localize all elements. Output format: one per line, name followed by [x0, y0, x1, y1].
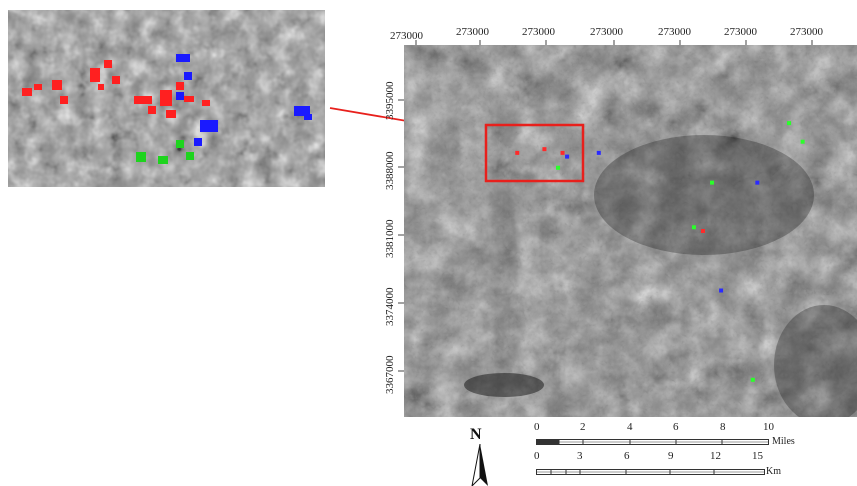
scale-miles-tick: 0	[534, 421, 540, 433]
map-mark	[542, 147, 547, 152]
x-tick-label: 273000	[522, 26, 555, 38]
x-tick-label: 273000	[658, 26, 691, 38]
inset-blue-pixel	[184, 72, 192, 80]
map-mark	[700, 229, 705, 233]
main-map	[404, 45, 857, 417]
inset-green-pixel	[136, 152, 146, 162]
scale-km-tick: 9	[668, 450, 674, 462]
inset-blue-pixel	[176, 54, 190, 62]
map-mark	[556, 165, 561, 170]
scale-miles-tick: 4	[627, 421, 633, 433]
x-tick-label: 273000	[790, 26, 823, 38]
inset-red-pixel	[98, 84, 104, 90]
inset-green-pixel	[176, 140, 184, 148]
dark-terrain	[594, 135, 814, 255]
map-mark	[710, 180, 715, 185]
inset-blue-pixel	[176, 92, 184, 100]
inset-red-pixel	[166, 110, 176, 118]
inset-blue-pixel	[194, 138, 202, 146]
north-label: N	[470, 426, 482, 443]
x-tick-label: 273000	[590, 26, 623, 38]
map-fine-texture	[404, 45, 857, 417]
map-mark	[565, 154, 570, 159]
inset-red-pixel	[60, 96, 68, 104]
zoom-region-box	[484, 123, 585, 183]
scale-km-tick: 15	[752, 450, 763, 462]
inset-red-pixel	[90, 68, 100, 82]
map-mark	[800, 139, 805, 144]
inset-marks	[22, 54, 312, 164]
y-tick-marks	[398, 99, 404, 372]
inset-red-pixel	[176, 82, 184, 90]
inset-red-pixel	[34, 84, 42, 90]
inset-red-pixel	[104, 60, 112, 68]
map-mark	[691, 225, 696, 230]
y-tick-label: 3395000	[384, 81, 396, 121]
map-mark	[787, 121, 792, 126]
scale-bar-km	[536, 469, 765, 475]
dark-terrain	[464, 373, 544, 397]
inset-red-pixel	[160, 90, 172, 106]
inset-red-pixel	[148, 106, 156, 114]
inset-map-image	[8, 10, 325, 187]
inset-green-pixel	[158, 156, 168, 164]
inset-red-pixel	[52, 80, 62, 90]
inset-green-pixel	[186, 152, 194, 160]
scale-miles-tick: 8	[720, 421, 726, 433]
main-marks	[515, 121, 805, 382]
scale-miles-unit: Miles	[772, 436, 795, 447]
map-mark	[755, 180, 760, 185]
main-map-image	[404, 45, 857, 417]
y-tick-label: 3374000	[384, 287, 396, 327]
x-tick-label: 273000	[724, 26, 757, 38]
inset-red-pixel	[134, 96, 152, 104]
inset-blue-pixel	[200, 120, 218, 132]
scale-km-tick: 12	[710, 450, 721, 462]
scale-miles-tick: 2	[580, 421, 586, 433]
map-mark	[596, 150, 601, 155]
map-mark	[560, 150, 565, 155]
dark-terrain	[774, 305, 857, 417]
scale-bar-miles	[536, 439, 769, 445]
map-mark	[515, 150, 520, 155]
scale-km-tick: 3	[577, 450, 583, 462]
map-mark	[719, 288, 724, 293]
scale-km-tick: 6	[624, 450, 630, 462]
map-mark	[750, 377, 755, 382]
scale-km-unit: Km	[766, 466, 781, 477]
inset-blue-pixel	[294, 106, 310, 116]
inset-red-pixel	[184, 96, 194, 102]
y-tick-label: 3381000	[384, 219, 396, 259]
inset-red-pixel	[202, 100, 210, 106]
inset-blue-pixel	[304, 114, 312, 120]
inset-red-pixel	[22, 88, 32, 96]
inset-red-pixel	[112, 76, 120, 84]
y-tick-label: 3367000	[384, 355, 396, 395]
inset-map	[8, 10, 325, 187]
scale-miles-tick: 10	[763, 421, 774, 433]
scale-km-tick: 0	[534, 450, 540, 462]
x-tick-label: 273000	[456, 26, 489, 38]
scale-miles-tick: 6	[673, 421, 679, 433]
x-tick-label: 273000	[390, 30, 423, 42]
y-tick-label: 3388000	[384, 151, 396, 191]
north-arrow-icon	[471, 444, 488, 486]
